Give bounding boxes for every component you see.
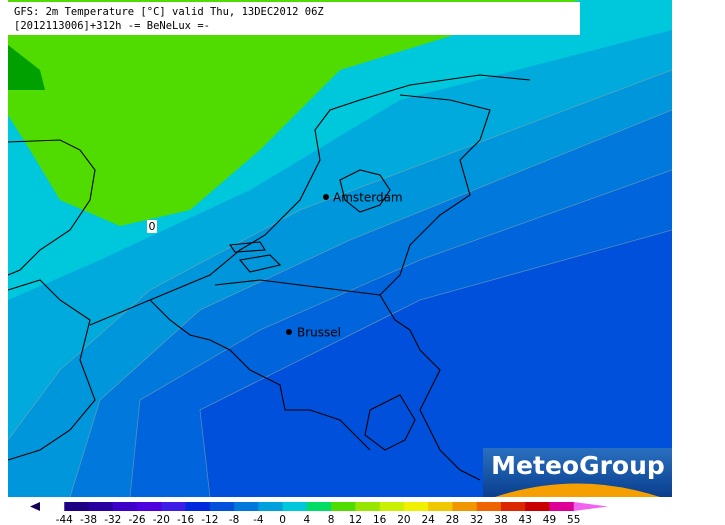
colorbar-label: 28 xyxy=(446,514,459,525)
colorbar-label: 43 xyxy=(519,514,532,525)
colorbar-label: -8 xyxy=(229,514,239,525)
colorbar-label: 16 xyxy=(373,514,387,525)
isotherm xyxy=(129,169,673,498)
colorbar-label: -44 xyxy=(56,514,73,525)
contour-label-box xyxy=(147,220,157,233)
colorbar-segment xyxy=(331,502,356,511)
colorbar-label: -20 xyxy=(153,514,170,525)
border-line xyxy=(364,394,416,451)
colorbar-label: 24 xyxy=(421,514,435,525)
border-line xyxy=(149,299,371,451)
colorbar-label: 8 xyxy=(328,514,335,525)
colorbar-label: 49 xyxy=(543,514,556,525)
header-line: GFS: 2m Temperature [°C] valid Thu, 13DE… xyxy=(14,6,324,18)
city-label: Amsterdam xyxy=(333,191,403,205)
colorbar-segment xyxy=(112,502,138,511)
colorbar-label: 12 xyxy=(349,514,362,525)
colorbar-segment xyxy=(209,502,235,511)
colorbar-label: 0 xyxy=(279,514,286,525)
colorbar-segment xyxy=(355,502,381,511)
temp-band xyxy=(8,0,580,226)
colorbar-label: -16 xyxy=(177,514,194,525)
colorbar-segment xyxy=(137,502,162,511)
colorbar-label: 4 xyxy=(304,514,311,525)
colorbar-segment xyxy=(500,502,526,511)
islands xyxy=(229,241,282,273)
colorbar-label: -38 xyxy=(80,514,97,525)
lake xyxy=(339,169,391,213)
coastline xyxy=(7,139,96,276)
border-line xyxy=(7,279,96,461)
colorbar-label: 55 xyxy=(567,514,580,525)
colorbar-segment xyxy=(476,502,502,511)
colorbar-label: -26 xyxy=(128,514,145,525)
colorbar-segment xyxy=(549,502,575,511)
colorbar-segment xyxy=(428,502,453,511)
contour-label: 0 xyxy=(149,220,156,233)
header-line: [2012113006]+312h -= BeNeLux =- xyxy=(14,20,210,32)
colorbar-segment xyxy=(452,502,478,511)
colorbar-segment xyxy=(161,502,187,511)
colorbar-arrow xyxy=(573,502,608,511)
colorbar-label: 38 xyxy=(494,514,507,525)
city-dot xyxy=(323,194,329,200)
logo: MeteoGroup xyxy=(483,448,672,497)
colorbar-label: 32 xyxy=(470,514,483,525)
header-box xyxy=(8,2,580,35)
city-dot xyxy=(286,329,292,335)
logo-arc xyxy=(495,483,660,497)
colorbar-segment xyxy=(64,502,90,511)
colorbar-segment xyxy=(379,502,405,511)
border-line xyxy=(214,279,381,296)
colorbar-label: -4 xyxy=(253,514,264,525)
isotherm xyxy=(7,69,673,441)
colorbar-segment xyxy=(306,502,332,511)
colorbar-segment xyxy=(234,502,259,511)
city-label: Brussel xyxy=(297,326,341,340)
colorbar-segment xyxy=(403,502,429,511)
colorbar-label: -12 xyxy=(201,514,218,525)
colorbar-label: -32 xyxy=(104,514,121,525)
colorbar-segment xyxy=(282,502,308,511)
colorbar-label: 20 xyxy=(397,514,410,525)
colorbar-segment xyxy=(88,502,114,511)
colorbar: -44 -38 -32 -26 -20 -16 -12 -8 -4 0 4 8 12 16 20 24 28 32… xyxy=(30,502,608,525)
colorbar-segment xyxy=(258,502,284,511)
isotherm xyxy=(69,109,673,498)
logo-text: MeteoGroup xyxy=(491,451,665,480)
colorbar-segment xyxy=(525,502,550,511)
isotherm xyxy=(199,229,673,498)
map: Amsterdam Brussel 0 xyxy=(7,0,673,498)
colorbar-segment xyxy=(185,502,211,511)
coastline xyxy=(89,74,531,326)
temp-band xyxy=(8,45,45,90)
colorbar-arrow xyxy=(30,502,40,511)
